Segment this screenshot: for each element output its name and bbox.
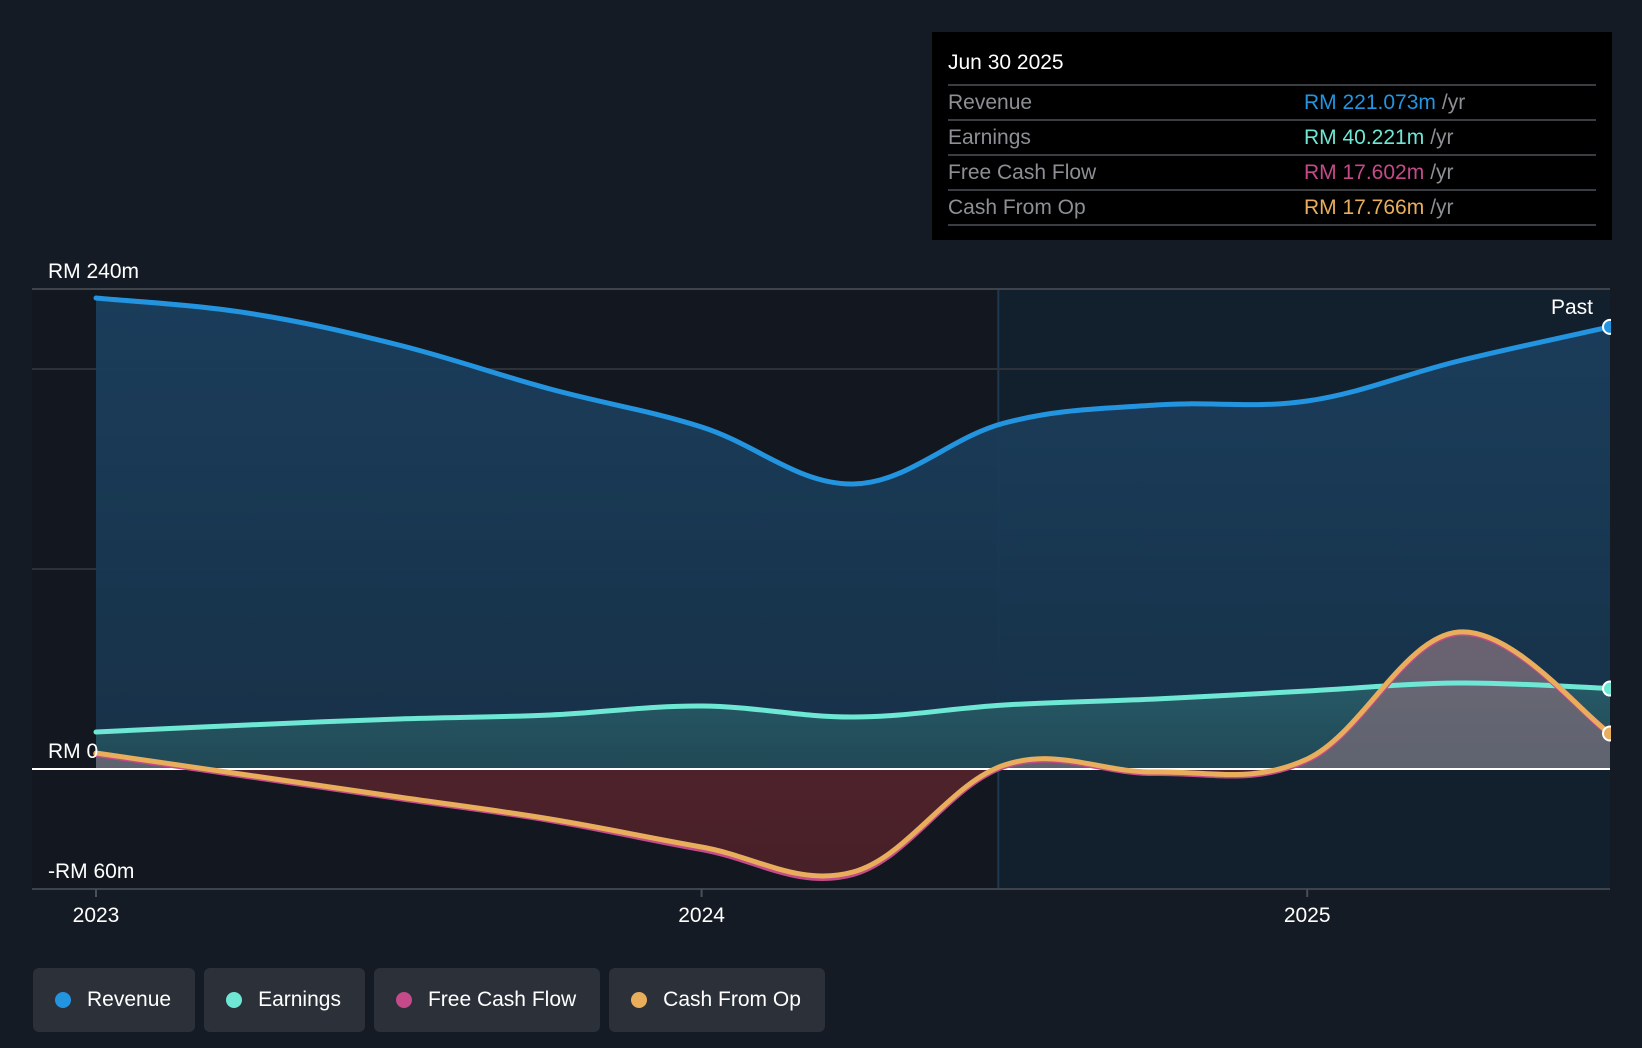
legend-item-earnings[interactable]: Earnings — [204, 968, 365, 1032]
legend-item-cash-from-op[interactable]: Cash From Op — [609, 968, 825, 1032]
tooltip-unit: /yr — [1441, 91, 1466, 114]
legend: Revenue Earnings Free Cash Flow Cash Fro… — [33, 968, 825, 1032]
tooltip-row-cash-from-op: Cash From Op RM 17.766m /yr — [948, 191, 1596, 226]
tooltip-unit: /yr — [1430, 196, 1454, 219]
tooltip-label: Revenue — [948, 91, 1033, 114]
x-tick-label: 2024 — [678, 904, 725, 927]
tooltip-value: RM 17.602m — [1304, 161, 1425, 184]
x-tick-label: 2025 — [1284, 904, 1331, 927]
y-tick-label: -RM 60m — [48, 860, 134, 883]
revenue-area — [96, 298, 1610, 769]
y-tick-label: RM 240m — [48, 260, 139, 283]
tooltip-row-earnings: Earnings RM 40.221m /yr — [948, 121, 1596, 156]
tooltip-label: Earnings — [948, 126, 1031, 149]
legend-label: Cash From Op — [663, 988, 801, 1011]
tooltip-row-revenue: Revenue RM 221.073m /yr — [948, 86, 1596, 121]
x-axis-ticks: 2023 2024 2025 — [73, 889, 1331, 927]
legend-dot-icon — [226, 992, 243, 1008]
free-cash-flow-area — [96, 769, 1610, 878]
legend-dot-icon — [631, 992, 648, 1008]
tooltip: Jun 30 2025 Revenue RM 221.073m /yr Earn… — [932, 32, 1612, 240]
legend-item-free-cash-flow[interactable]: Free Cash Flow — [373, 968, 601, 1032]
tooltip-date: Jun 30 2025 — [948, 48, 1596, 86]
past-label: Past — [1551, 296, 1593, 319]
y-tick-label: RM 0 — [48, 740, 98, 763]
cash-from-op-area — [96, 631, 1610, 769]
right-mask-top — [1611, 0, 1642, 950]
tooltip-unit: /yr — [1430, 126, 1454, 149]
series-lines — [93, 295, 1613, 881]
series-areas — [96, 298, 1610, 878]
x-tick-label: 2023 — [73, 904, 120, 927]
earnings-line — [93, 680, 1613, 735]
legend-label: Revenue — [87, 988, 172, 1011]
legend-label: Earnings — [258, 988, 341, 1011]
cash-from-op-line — [93, 629, 1613, 879]
tooltip-value: RM 40.221m — [1304, 126, 1425, 149]
tooltip-row-free-cash-flow: Free Cash Flow RM 17.602m /yr — [948, 156, 1596, 191]
earnings-area — [96, 682, 1610, 769]
legend-dot-icon — [55, 992, 71, 1008]
tooltip-label: Cash From Op — [948, 196, 1086, 219]
chart: 2023 2024 2025 RM 240m RM 0 -RM 60m Past — [32, 0, 1642, 950]
revenue-line — [93, 295, 1613, 487]
tooltip-value: RM 17.766m — [1304, 196, 1425, 219]
y-axis-labels: RM 240m RM 0 -RM 60m — [48, 260, 139, 883]
legend-item-revenue[interactable]: Revenue — [33, 968, 196, 1032]
tooltip-value: RM 221.073m — [1304, 91, 1436, 114]
legend-dot-icon — [395, 992, 412, 1008]
tooltip-unit: /yr — [1430, 161, 1454, 184]
tooltip-label: Free Cash Flow — [948, 161, 1097, 184]
legend-label: Free Cash Flow — [427, 988, 577, 1011]
